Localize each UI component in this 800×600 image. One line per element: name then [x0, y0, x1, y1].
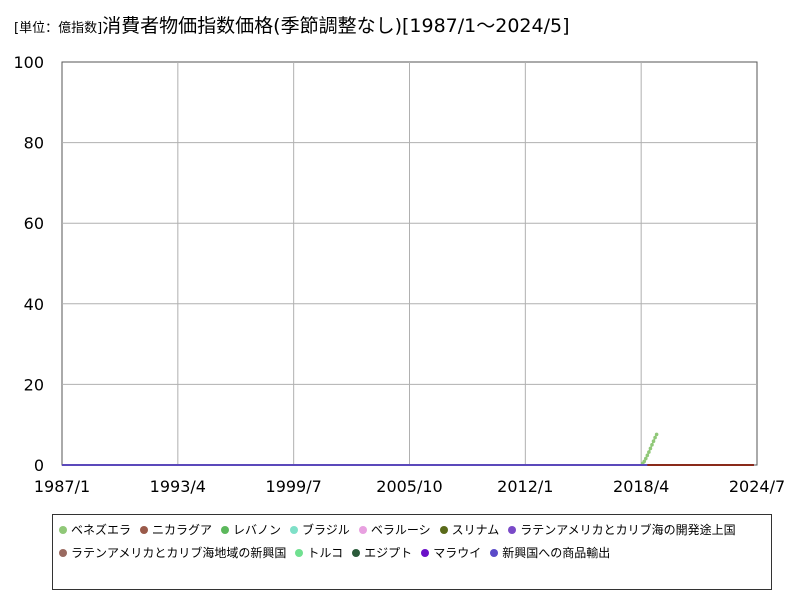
y-tick-label: 100	[13, 53, 44, 72]
legend-label: ニカラグア	[152, 523, 213, 537]
x-tick-label: 2012/1	[497, 477, 553, 496]
legend-marker	[290, 525, 299, 534]
legend-item: 新興国への商品輸出	[490, 541, 610, 564]
legend-label: ラテンアメリカとカリブ海地域の新興国	[71, 546, 287, 560]
legend-item: レバノン	[221, 518, 281, 541]
unit-label: [単位：億指数]	[14, 21, 103, 36]
legend-item: ベネズエラ	[59, 518, 131, 541]
y-tick-label: 20	[24, 375, 44, 394]
data-point	[647, 450, 651, 454]
legend-item: ラテンアメリカとカリブ海の開発途上国	[508, 518, 736, 541]
legend-marker	[490, 548, 499, 557]
legend-label: レバノン	[233, 523, 282, 537]
y-tick-label: 80	[24, 134, 44, 153]
legend-item: ニカラグア	[140, 518, 212, 541]
data-point	[653, 435, 657, 440]
data-point	[650, 443, 654, 447]
legend-label: ベネズエラ	[71, 523, 132, 537]
chart-svg: 0 20 40 60 80 100 1987/1 1993/4 1999/7 2005/10 201…	[13, 53, 785, 496]
legend-item: トルコ	[295, 541, 343, 564]
legend-label: 新興国への商品輸出	[502, 546, 611, 560]
y-tick-label: 60	[24, 214, 44, 233]
y-tick-label: 0	[34, 456, 44, 475]
legend-item: マラウイ	[421, 541, 481, 564]
legend-item: ベラルーシ	[358, 518, 431, 541]
legend-marker	[352, 548, 361, 557]
x-tick-label: 2018/4	[613, 477, 669, 496]
data-point	[644, 456, 648, 461]
legend: ベネズエラ ニカラグア レバノン ブラジル ベラルーシ スリナム ラテンアメリカとカリブ海の…	[52, 514, 772, 590]
legend-marker	[508, 525, 517, 534]
data-point	[651, 439, 656, 444]
legend-marker	[358, 525, 367, 534]
legend-item: ラテンアメリカとカリブ海地域の新興国	[59, 541, 286, 564]
x-tick-label: 2024/7	[729, 477, 785, 496]
x-tick-label: 1999/7	[266, 477, 322, 496]
legend-label: ベラルーシ	[370, 523, 431, 537]
legend-marker	[221, 525, 230, 534]
legend-label: マラウイ	[433, 546, 482, 560]
x-tick-label: 2005/10	[376, 477, 442, 496]
legend-label: エジプト	[364, 546, 413, 560]
x-tick-label: 1993/4	[150, 477, 206, 496]
legend-marker	[439, 525, 448, 534]
x-tick-label: 1987/1	[34, 477, 90, 496]
legend-label: ブラジル	[302, 523, 350, 537]
legend-marker	[59, 548, 67, 557]
data-point	[642, 459, 647, 464]
legend-label: スリナム	[451, 523, 500, 537]
data-point	[654, 432, 659, 437]
legend-label: ラテンアメリカとカリブ海の開発途上国	[520, 523, 736, 537]
title-main: 消費者物価指数価格(季節調整なし)[1987/1～2024/5]	[102, 15, 570, 37]
y-tick-label: 40	[24, 295, 44, 314]
legend-marker	[421, 548, 430, 557]
legend-item: ブラジル	[290, 518, 350, 541]
chart-title: [単位：億指数]消費者物価指数価格(季節調整なし)[1987/1～2024/5]	[14, 14, 570, 38]
legend-item: エジプト	[352, 541, 412, 564]
legend-marker	[295, 548, 304, 557]
data-point	[648, 446, 653, 451]
legend-marker	[140, 525, 149, 534]
legend-item: スリナム	[439, 518, 500, 541]
legend-marker	[59, 525, 67, 534]
data-point	[645, 453, 650, 458]
legend-label: トルコ	[307, 546, 344, 560]
